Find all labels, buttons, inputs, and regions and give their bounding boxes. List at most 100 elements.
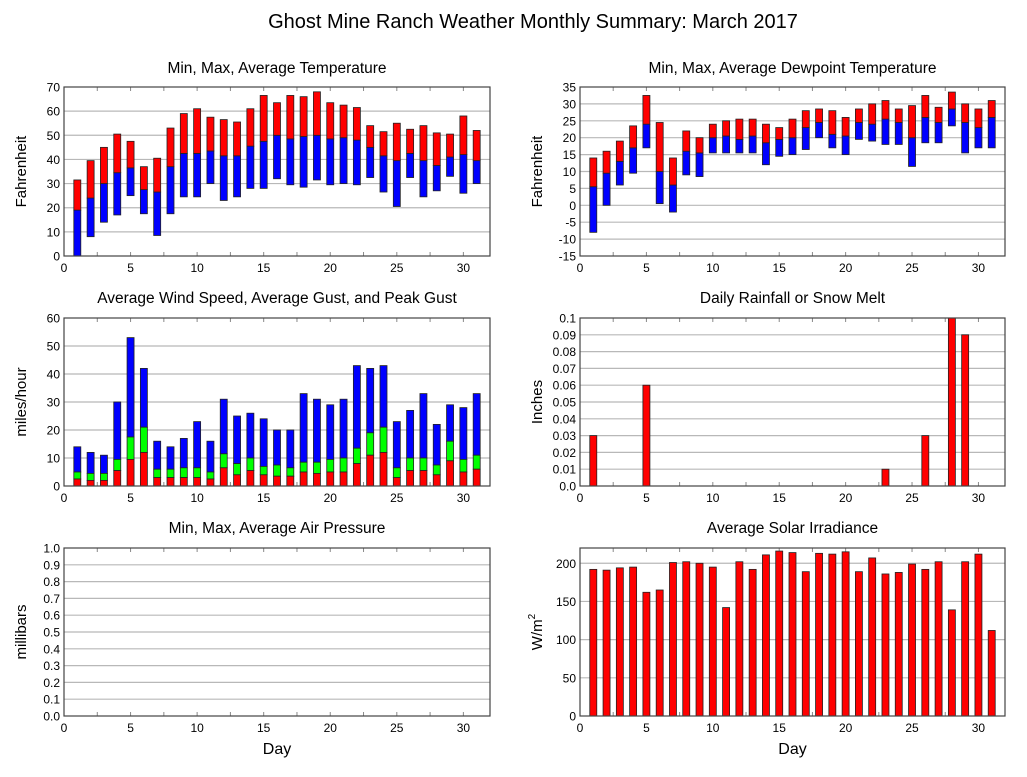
bar-min-to-avg [615,160,624,186]
y-tick-label: 0.05 [553,396,577,410]
x-tick-label: 15 [257,261,271,275]
bar-avg-to-max [881,100,890,120]
bar-min-to-avg [366,146,375,178]
y-tick-label: -15 [559,250,577,264]
bar-average-wind [193,477,202,487]
bar-min-to-avg [894,122,903,145]
y-tick-label: 35 [563,81,577,95]
x-tick-label: 0 [577,721,584,735]
bar-peak-gust [392,421,401,469]
x-tick-label: 10 [190,261,204,275]
y-axis-label-text: Fahrenheit [529,135,546,208]
bar-avg-to-max [655,122,664,172]
bar-average-wind [299,471,308,487]
y-tick-label: 20 [47,424,61,438]
x-tick-label: 0 [61,491,68,505]
bar-peak-gust [299,393,308,463]
bar-min-to-avg [326,138,335,186]
y-axis-label-text: Fahrenheit [13,135,30,208]
bar-peak-gust [339,398,348,459]
x-axis-label: Day [778,741,806,758]
bar-average-gust [113,458,122,471]
x-tick-label: 30 [972,491,986,505]
bar-average-wind [86,479,95,487]
bar-avg-to-max [432,132,441,166]
bar-avg-to-max [602,150,611,174]
bar-min-to-avg [815,122,823,139]
y-tick-label: 30 [47,396,61,410]
chart-dewpoint: Min, Max, Average Dewpoint Temperature -1… [529,60,1006,275]
bar-min-to-avg [392,160,401,207]
bar-peak-gust [326,404,335,460]
bar-peak-gust [432,423,441,466]
bar-average-gust [406,457,415,472]
y-tick-label: 60 [47,105,61,119]
bar-peak-gust [273,429,281,466]
bar-min-to-avg [286,138,295,186]
chart-rainfall: Daily Rainfall or Snow Melt 0.0 0.01 0.02 0.… [529,290,1006,505]
bar-avg-to-max [179,113,188,154]
bar-min-to-avg [246,145,255,189]
bar-avg-to-max [206,116,215,152]
x-tick-label: 20 [839,261,853,275]
bar-average-gust [193,467,202,478]
bar-avg-to-max [472,130,481,162]
bar-avg-to-max [947,91,956,110]
bar-solar [987,630,996,717]
bar-average-wind [326,471,335,487]
bar-min-to-avg [947,108,956,127]
bar-min-to-avg [193,152,202,198]
y-tick-label: 0.1 [559,312,576,326]
bar-avg-to-max [775,127,784,140]
x-tick-label: 10 [190,491,204,505]
y-tick-label: 0.06 [553,379,577,393]
bar-solar [801,571,810,717]
y-tick-label: 0.08 [553,345,577,359]
y-tick-label: 50 [47,129,61,143]
bar-solar [708,566,717,717]
y-tick-label: 0.6 [43,609,60,623]
bar-average-gust [246,457,255,472]
bar-average-gust [352,447,361,465]
chart-temperature: Min, Max, Average Temperature01020304050… [13,60,491,275]
bar-average-gust [459,458,468,473]
bar-rainfall [961,334,970,487]
bar-average-gust [179,467,188,478]
bar-peak-gust [459,407,468,460]
bar-avg-to-max [326,102,335,140]
bar-average-gust [339,457,348,473]
bar-average-gust [379,426,388,453]
bar-avg-to-max [722,120,730,137]
y-tick-label: 15 [563,148,577,162]
bar-min-to-avg [775,138,784,157]
bar-avg-to-max [419,125,428,162]
bar-avg-to-max [366,125,375,148]
bar-average-gust [446,440,454,462]
y-axis-label-text: millibars [13,604,30,659]
bar-avg-to-max [642,95,651,125]
bar-avg-to-max [166,127,175,168]
y-tick-label: 10 [47,452,61,466]
bar-avg-to-max [352,107,361,141]
bar-rainfall [589,435,598,487]
bar-average-gust [432,464,441,476]
bar-peak-gust [193,421,202,469]
bar-min-to-avg [961,122,970,154]
chart-title: Min, Max, Average Dewpoint Temperature [648,60,936,77]
x-tick-label: 5 [127,491,134,505]
bar-average-wind [126,458,135,487]
y-tick-label: 0.04 [553,412,577,426]
bar-solar [934,561,943,717]
bar-average-gust [126,436,135,460]
bar-average-wind [419,470,428,487]
bar-average-gust [233,463,241,476]
bar-solar [695,562,704,717]
x-tick-label: 25 [905,721,919,735]
x-tick-label: 20 [324,261,338,275]
chart-title: Min, Max, Average Air Pressure [169,520,386,537]
bar-average-wind [352,463,361,487]
y-tick-label: -10 [559,233,577,247]
y-tick-label: 0 [53,480,60,494]
y-tick-label: 40 [47,368,61,382]
